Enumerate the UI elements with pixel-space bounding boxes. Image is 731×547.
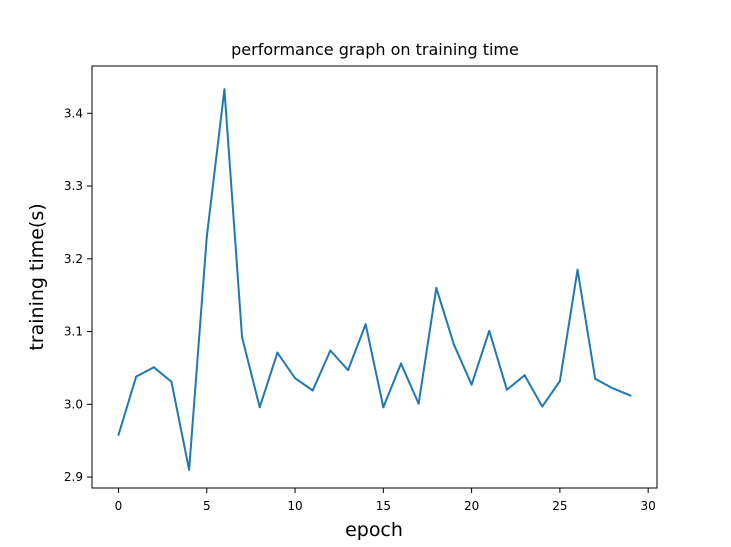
x-tick-label: 0	[115, 499, 123, 513]
y-tick-label: 3.2	[64, 252, 83, 266]
x-tick-label: 20	[464, 499, 479, 513]
data-point	[347, 369, 350, 372]
x-axis-ticks: 0 5 10 15 20 25 30	[115, 488, 656, 513]
data-point	[170, 380, 173, 383]
data-point	[594, 377, 597, 380]
chart-title: performance graph on training time	[231, 40, 519, 59]
data-point	[611, 387, 614, 390]
y-tick-label: 3.0	[64, 397, 83, 411]
training-time-line	[117, 88, 631, 471]
data-point	[364, 323, 367, 326]
x-axis-label: epoch	[345, 519, 403, 541]
data-point	[399, 362, 402, 365]
data-point	[258, 406, 261, 409]
x-tick-label: 5	[203, 499, 211, 513]
data-point	[152, 366, 155, 369]
data-point	[205, 235, 208, 238]
data-point	[452, 343, 455, 346]
data-point	[241, 336, 244, 339]
data-point	[276, 351, 279, 354]
x-tick-label: 10	[287, 499, 302, 513]
data-point	[488, 329, 491, 332]
data-point	[417, 402, 420, 405]
data-point	[294, 377, 297, 380]
data-point	[382, 406, 385, 409]
y-axis-label: training time(s)	[26, 203, 48, 350]
data-point	[117, 433, 120, 436]
data-points	[117, 88, 632, 471]
y-tick-label: 3.3	[64, 179, 83, 193]
data-point	[311, 389, 314, 392]
data-point	[470, 383, 473, 386]
data-point	[223, 88, 226, 91]
x-tick-label: 30	[641, 499, 656, 513]
data-point	[523, 374, 526, 377]
data-point	[135, 375, 138, 378]
y-axis-ticks: 2.9 3.0 3.1 3.2 3.3 3.4	[64, 106, 92, 484]
y-tick-label: 3.1	[64, 325, 83, 339]
data-point	[629, 394, 632, 397]
data-point	[188, 468, 191, 471]
x-tick-label: 15	[376, 499, 391, 513]
data-point	[329, 349, 332, 352]
plot-area-frame	[91, 65, 658, 489]
x-tick-label: 25	[552, 499, 567, 513]
y-tick-label: 2.9	[64, 470, 83, 484]
data-point	[576, 268, 579, 271]
data-point	[435, 286, 438, 289]
data-point	[505, 388, 508, 391]
y-tick-label: 3.4	[64, 106, 83, 120]
data-point	[541, 405, 544, 408]
data-point	[558, 380, 561, 383]
